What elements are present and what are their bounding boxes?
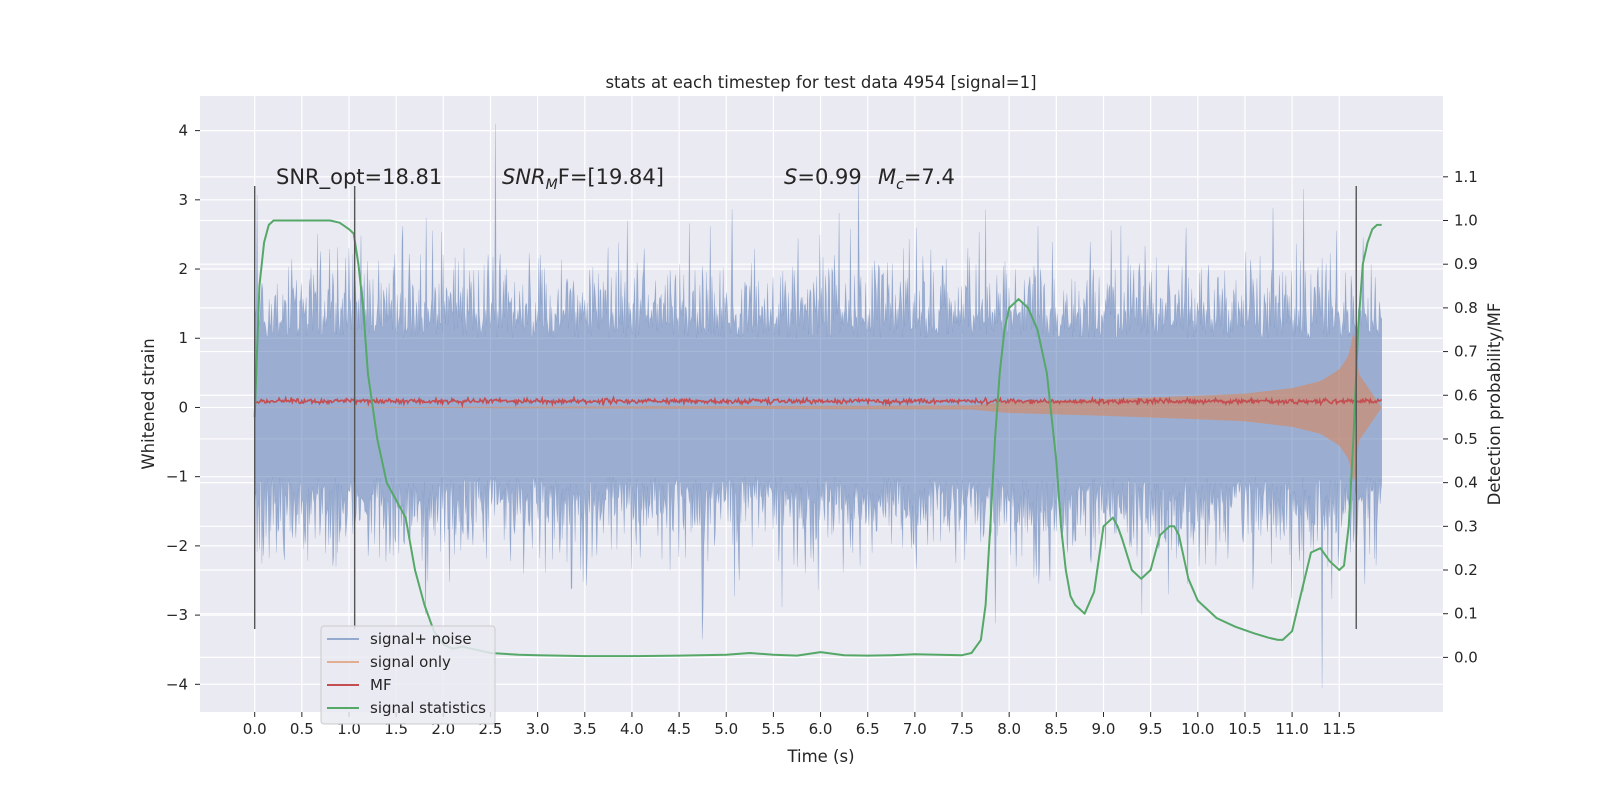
x-tick-label-0: 0.0: [243, 720, 267, 738]
y-tick-label-6: 2: [178, 260, 188, 278]
x-tick-label-17: 8.5: [1044, 720, 1068, 738]
legend: signal+ noise signal only MF signal stat…: [320, 625, 496, 725]
y2-tick-label-1: 0.1: [1454, 605, 1478, 623]
y2-tick-label-9: 0.9: [1454, 255, 1478, 273]
x-tick-label-9: 4.5: [667, 720, 691, 738]
legend-label-signal-noise: signal+ noise: [370, 630, 472, 648]
legend-label-signal-only: signal only: [370, 653, 451, 671]
annotation-s: S=0.99: [784, 165, 862, 189]
y-tick-label-3: −1: [166, 468, 188, 486]
y-tick-label-2: −2: [166, 537, 188, 555]
y2-tick-label-0: 0.0: [1454, 648, 1478, 666]
y2-tick-label-5: 0.5: [1454, 430, 1478, 448]
x-tick-label-1: 0.5: [290, 720, 314, 738]
x-axis-label: Time (s): [786, 747, 854, 766]
y2-tick-label-2: 0.2: [1454, 561, 1478, 579]
x-tick-label-22: 11.0: [1275, 720, 1308, 738]
vlines: [253, 185, 1357, 629]
x-tick-label-12: 6.0: [809, 720, 833, 738]
y-tick-label-4: 0: [178, 398, 188, 416]
x-tick-label-7: 3.5: [573, 720, 597, 738]
x-tick-label-16: 8.0: [997, 720, 1021, 738]
x-tick-label-6: 3.0: [526, 720, 550, 738]
series-signal-only: [254, 331, 1382, 483]
annotation-mc: Mc=7.4: [878, 165, 955, 193]
series-signal-statistics: [253, 219, 1382, 658]
y-tick-label-1: −3: [166, 606, 188, 624]
y2-axis-label: Detection probability/MF: [1485, 303, 1504, 506]
y2-tick-label-8: 0.8: [1454, 299, 1478, 317]
y-tick-label-8: 4: [178, 122, 188, 140]
annotation-snr-mf: SNRMF=[19.84]: [502, 165, 664, 193]
y2-tick-label-3: 0.3: [1454, 517, 1478, 535]
x-tick-label-23: 11.5: [1323, 720, 1356, 738]
y-tick-label-5: 1: [178, 329, 188, 347]
series-mf: [253, 395, 1382, 409]
ticks: 0.0 0.5 1.0 1.5 2.0 2.5 3.0 3.5 4.0 4.5 5.0 5.5 6.0 6…: [166, 122, 1478, 738]
legend-box: [320, 625, 496, 725]
x-tick-label-14: 7.0: [903, 720, 927, 738]
data-layer: [253, 123, 1382, 688]
legend-label-signal-statistics: signal statistics: [370, 699, 486, 717]
x-tick-label-13: 6.5: [856, 720, 880, 738]
y2-tick-label-6: 0.6: [1454, 386, 1478, 404]
annotation-snr-opt: SNR_opt=18.81: [276, 165, 442, 190]
y-tick-label-7: 3: [178, 191, 188, 209]
y2-tick-label-4: 0.4: [1454, 474, 1478, 492]
legend-label-mf: MF: [370, 676, 392, 694]
y-axis-label: Whitened strain: [139, 338, 158, 469]
series-signal-noise: [254, 123, 1382, 688]
y-tick-label-0: −4: [166, 675, 188, 693]
x-tick-label-19: 9.5: [1139, 720, 1163, 738]
x-tick-label-20: 10.0: [1181, 720, 1214, 738]
chart-title: stats at each timestep for test data 495…: [605, 73, 1036, 92]
x-tick-label-11: 5.5: [761, 720, 785, 738]
x-tick-label-8: 4.0: [620, 720, 644, 738]
annotations: SNR_opt=18.81 SNRMF=[19.84] S=0.99 Mc=7.…: [276, 165, 955, 193]
x-tick-label-10: 5.0: [714, 720, 738, 738]
y2-tick-label-7: 0.7: [1454, 343, 1478, 361]
x-tick-label-21: 10.5: [1228, 720, 1261, 738]
x-tick-label-15: 7.5: [950, 720, 974, 738]
x-tick-label-18: 9.0: [1092, 720, 1116, 738]
y2-tick-label-11: 1.1: [1454, 168, 1478, 186]
y2-tick-label-10: 1.0: [1454, 212, 1478, 230]
